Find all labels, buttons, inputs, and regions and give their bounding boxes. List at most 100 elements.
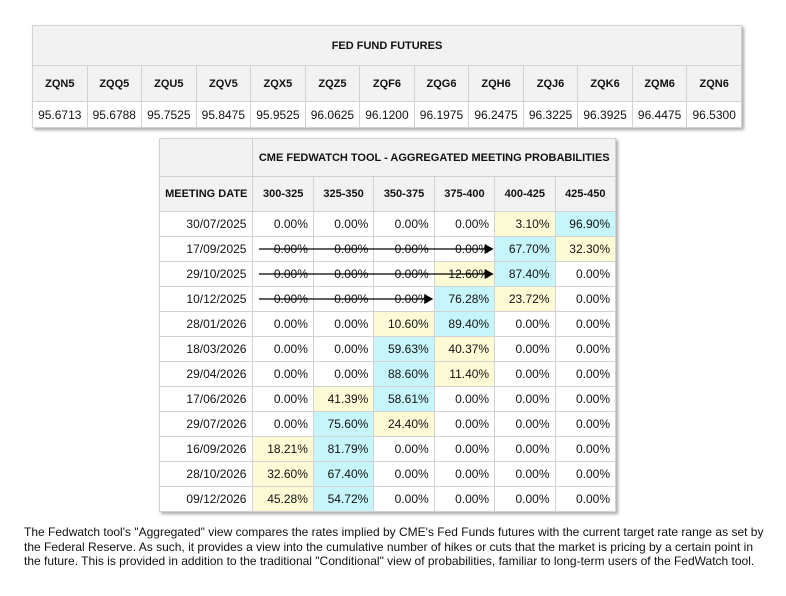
probability-cell: 0.00% [494,386,556,412]
probability-cell: 0.00% [373,461,435,487]
probability-cell: 0.00% [554,486,617,512]
futures-code-cell: ZQU5 [141,65,197,102]
meeting-date-cell: 29/07/2026 [158,411,254,437]
rate-range-header: 300-325 [252,176,314,212]
probability-cell: 0.00% [554,336,617,362]
probability-cell: 58.61% [373,386,435,412]
futures-code-cell: ZQG6 [413,65,470,102]
meeting-row: 18/03/2026 0.00% 0.00% 59.63% 40.37% 0.00% 0.0… [158,336,617,362]
probability-cell: 87.40% [494,261,556,287]
rate-range-header: 375-400 [433,176,496,212]
futures-code-cell: ZQX5 [250,65,306,102]
probability-cell: 0.00% [252,236,314,262]
probability-cell: 0.00% [373,261,435,287]
probability-cell: 81.79% [312,436,375,462]
probability-cell: 0.00% [433,211,496,237]
probability-cell: 0.00% [494,311,556,337]
meeting-row: 28/10/2026 32.60% 67.40% 0.00% 0.00% 0.00% 0.0… [158,461,617,487]
futures-price-cell: 95.6788 [86,101,143,128]
futures-price-cell: 95.8475 [195,101,252,128]
meeting-date-cell: 16/09/2026 [158,436,254,462]
probability-cell: 3.10% [494,211,556,237]
futures-price-cell: 96.2475 [468,101,524,128]
probability-cell: 0.00% [433,411,496,437]
probability-cell: 76.28% [433,286,496,312]
futures-code-cell: ZQH6 [468,65,524,102]
meeting-row: 29/04/2026 0.00% 0.00% 88.60% 11.40% 0.00% 0.0… [158,361,617,387]
meeting-date-cell: 17/06/2026 [158,386,254,412]
probability-cell: 0.00% [554,361,617,387]
futures-price-cell: 96.5300 [686,101,742,128]
probability-cell: 96.90% [554,211,617,237]
probability-cell: 0.00% [312,211,375,237]
meeting-row: 29/10/2025 0.00% 0.00% 0.00% 12.60% 87.40% 0.0… [158,261,617,287]
title-corner [158,138,254,177]
futures-price-cell: 96.1200 [359,101,415,128]
futures-price-row: 95.6713 95.6788 95.7525 95.8475 95.9525 96.06… [32,101,742,128]
probability-cell: 0.00% [373,486,435,512]
probability-cell: 12.60% [433,261,496,287]
probability-cell: 32.30% [554,236,617,262]
futures-code-cell: ZQQ5 [86,65,143,102]
futures-title: FED FUND FUTURES [32,25,742,66]
futures-price-cell: 95.6713 [32,101,88,128]
futures-price-cell: 96.3925 [577,101,633,128]
meeting-date-cell: 17/09/2025 [158,236,254,262]
meeting-row: 16/09/2026 18.21% 81.79% 0.00% 0.00% 0.00% 0.0… [158,436,617,462]
probability-cell: 0.00% [494,436,556,462]
explanatory-note: The Fedwatch tool's "Aggregated" view co… [24,525,764,568]
futures-price-cell: 96.0625 [304,101,361,128]
probability-cell: 0.00% [494,336,556,362]
meeting-row: 17/09/2025 0.00% 0.00% 0.00% 0.00% 67.70% 32.3… [158,236,617,262]
meeting-date-cell: 29/10/2025 [158,261,254,287]
meeting-date-cell: 09/12/2026 [158,486,254,512]
futures-price-cell: 95.7525 [141,101,197,128]
meeting-date-cell: 10/12/2025 [158,286,254,312]
probability-cell: 75.60% [312,411,375,437]
probability-cell: 0.00% [494,411,556,437]
probability-cell: 0.00% [554,311,617,337]
probability-cell: 0.00% [252,336,314,362]
fedwatch-probabilities-table: CME FEDWATCH TOOL - AGGREGATED MEETING P… [158,138,617,512]
rate-header-row: MEETING DATE 300-325 325-350 350-375 375-40… [158,176,617,212]
meeting-date-header: MEETING DATE [158,176,254,212]
futures-code-cell: ZQN6 [686,65,742,102]
meeting-date-cell: 28/01/2026 [158,311,254,337]
probability-cell: 0.00% [554,386,617,412]
probability-cell: 32.60% [252,461,314,487]
futures-code-cell: ZQN5 [32,65,88,102]
futures-code-cell: ZQF6 [359,65,415,102]
probability-cell: 0.00% [312,261,375,287]
fedwatch-title: CME FEDWATCH TOOL - AGGREGATED MEETING P… [252,138,616,177]
futures-code-cell: ZQV5 [195,65,252,102]
probability-cell: 0.00% [433,461,496,487]
futures-code-cell: ZQZ5 [304,65,361,102]
probability-cell: 0.00% [252,286,314,312]
probability-cell: 0.00% [252,211,314,237]
probability-cell: 0.00% [252,311,314,337]
probability-cell: 0.00% [433,386,496,412]
probability-cell: 40.37% [433,336,496,362]
meeting-row: 29/07/2026 0.00% 75.60% 24.40% 0.00% 0.00% 0.0… [158,411,617,437]
probability-cell: 0.00% [433,436,496,462]
probability-cell: 0.00% [373,211,435,237]
probability-cell: 41.39% [312,386,375,412]
probability-cell: 24.40% [373,411,435,437]
rate-range-header: 425-450 [554,176,617,212]
probability-cell: 11.40% [433,361,496,387]
meeting-row: 28/01/2026 0.00% 0.00% 10.60% 89.40% 0.00% 0.0… [158,311,617,337]
probability-cell: 0.00% [312,236,375,262]
probability-cell: 0.00% [252,386,314,412]
futures-price-cell: 96.1975 [413,101,470,128]
futures-code-cell: ZQJ6 [522,65,579,102]
probability-cell: 0.00% [433,236,496,262]
probability-cell: 0.00% [554,461,617,487]
probability-cell: 0.00% [494,486,556,512]
probability-cell: 0.00% [554,286,617,312]
probability-cell: 0.00% [312,286,375,312]
probability-cell: 45.28% [252,486,314,512]
probability-cell: 0.00% [312,336,375,362]
meeting-row: 10/12/2025 0.00% 0.00% 0.00% 76.28% 23.72% 0.0… [158,286,617,312]
probability-cell: 0.00% [252,361,314,387]
probability-cell: 67.70% [494,236,556,262]
